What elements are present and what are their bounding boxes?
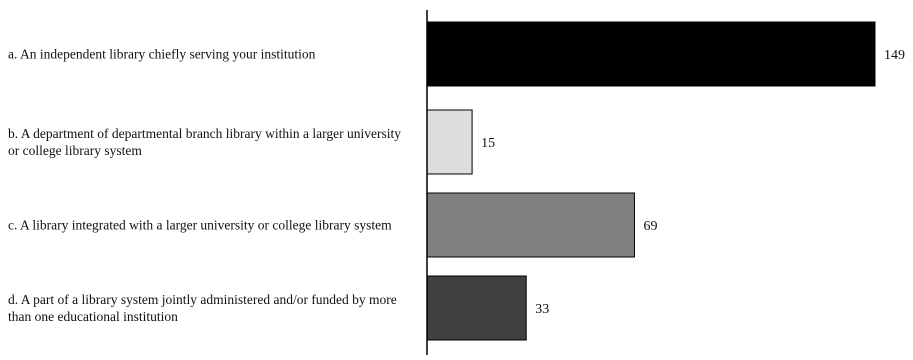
category-label: a. An independent library chiefly servin…: [8, 46, 316, 62]
category-label: b. A department of departmental branch l…: [8, 126, 402, 158]
data-label: 69: [643, 219, 657, 234]
bar: [426, 275, 527, 341]
data-label: 149: [884, 48, 905, 63]
category-label: c. A library integrated with a larger un…: [8, 217, 392, 233]
bar: [426, 109, 473, 175]
category-label: d. A part of a library system jointly ad…: [8, 292, 397, 324]
data-label: 33: [535, 302, 549, 317]
bar: [426, 192, 635, 258]
bar: [426, 21, 876, 87]
data-label: 15: [481, 136, 495, 151]
